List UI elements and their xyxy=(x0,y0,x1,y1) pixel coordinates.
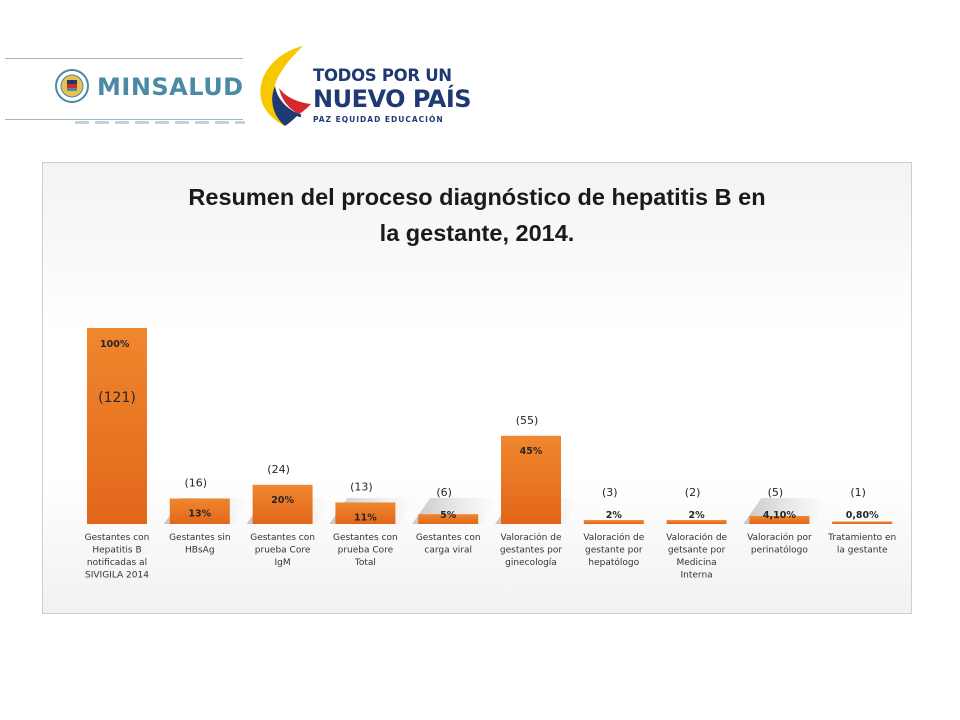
logo-line-nuevo-pais: NUEVO PAÍS xyxy=(313,85,472,113)
category-label: Valoración de getsante por Medicina Interna xyxy=(666,532,727,581)
bar-1 xyxy=(169,498,230,524)
bar-7 xyxy=(666,520,727,524)
bar-count-label: (121) xyxy=(98,390,136,406)
bar-0 xyxy=(87,328,147,524)
bar-count-label: (1) xyxy=(850,486,866,499)
bar-count-label: (13) xyxy=(350,480,373,493)
bar-count-label: (6) xyxy=(436,486,452,499)
bar-value-label: 2% xyxy=(689,510,706,521)
bar-value-label: 20% xyxy=(271,495,294,506)
category-label: Gestantes sin HBsAg xyxy=(169,533,230,556)
bar-count-label: (55) xyxy=(516,414,539,427)
chart-title: Resumen del proceso diagnóstico de hepat… xyxy=(43,179,911,251)
bar-8 xyxy=(749,515,810,524)
bar-value-label: 0,80% xyxy=(846,510,879,521)
bar-value-label: 4,10% xyxy=(763,510,796,521)
bar-count-label: (5) xyxy=(768,486,784,499)
bar-value-label: 100% xyxy=(100,339,130,350)
bar-4 xyxy=(418,514,479,524)
bar-5 xyxy=(501,435,561,524)
bar-value-label: 13% xyxy=(188,509,211,520)
bar-chart: 100% (121) 13% (16) 20% (24) 11% (13) 5% (6) 45% (5… xyxy=(85,328,896,581)
bar-6 xyxy=(583,520,644,524)
chart-title-line-1: Resumen del proceso diagnóstico de hepat… xyxy=(188,184,766,210)
category-label: Gestantes con prueba Core IgM xyxy=(250,533,315,568)
bar-value-label: 11% xyxy=(354,512,377,523)
category-label: Valoración de gestantes por ginecología xyxy=(500,532,563,568)
logo-tagline: PAZ EQUIDAD EDUCACIÓN xyxy=(313,115,444,124)
minsalud-wordmark: MINSALUD xyxy=(97,73,244,101)
category-label: Valoración de gestante por hepatólogo xyxy=(583,532,644,568)
bar-value-label: 45% xyxy=(520,446,543,457)
category-label: Valoración por perinatólogo xyxy=(747,532,812,556)
category-label: Gestantes con prueba Core Total xyxy=(333,533,398,568)
bar-value-label: 2% xyxy=(606,510,623,521)
bar-value-label: 5% xyxy=(440,510,457,521)
bar-3 xyxy=(335,502,396,524)
bar-9 xyxy=(832,521,893,524)
bar-count-label: (2) xyxy=(685,486,701,499)
coat-of-arms-icon xyxy=(55,69,89,103)
category-label: Tratamiento en la gestante xyxy=(827,533,896,556)
todos-por-un-nuevo-pais-logo: TODOS POR UN NUEVO PAÍS PAZ EQUIDAD EDUC… xyxy=(255,42,472,132)
chart-title-line-2: la gestante, 2014. xyxy=(379,220,575,246)
chart-container: Resumen del proceso diagnóstico de hepat… xyxy=(42,162,912,614)
minsalud-logo: MINSALUD xyxy=(5,58,245,124)
bar-count-label: (16) xyxy=(185,477,208,490)
bar-count-label: (3) xyxy=(602,486,618,499)
bar-2 xyxy=(252,484,313,524)
colombia-flag-swoosh-icon xyxy=(260,46,311,126)
logo-line-todos-por-un: TODOS POR UN xyxy=(313,66,452,85)
category-label: Gestantes con carga viral xyxy=(416,533,481,556)
minsalud-underline-decor xyxy=(75,121,245,124)
bar-count-label: (24) xyxy=(267,463,290,476)
